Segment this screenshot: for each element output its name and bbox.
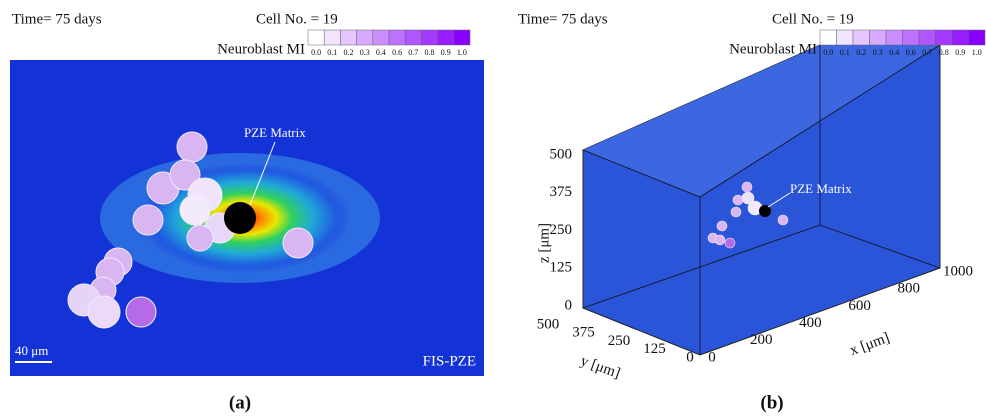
colorbar-tick-label: 0.9 bbox=[441, 48, 451, 57]
caption: (a) bbox=[229, 392, 251, 413]
colorbar-tick-label: 0.6 bbox=[392, 48, 402, 57]
colorbar-cell bbox=[404, 29, 422, 46]
time: Time= 75 days bbox=[12, 11, 102, 27]
box-edges bbox=[582, 44, 941, 355]
colorbar-tick-label: 0.4 bbox=[376, 48, 386, 57]
colorbar-cell bbox=[340, 29, 357, 46]
colorbar-title: Neuroblast MI bbox=[217, 41, 305, 57]
z-label: z [μm] bbox=[536, 223, 552, 263]
x-tick-label: 800 bbox=[898, 281, 921, 297]
x-tick-label: 400 bbox=[799, 315, 822, 331]
z-tick-label: 375 bbox=[550, 184, 573, 200]
colorbar-cell bbox=[388, 29, 406, 46]
colorbar-tick-label: 0.6 bbox=[906, 48, 916, 57]
colorbar-cell bbox=[421, 29, 438, 46]
colorbar-tick-label: 0.2 bbox=[856, 48, 866, 57]
colorbar-cell bbox=[836, 29, 854, 46]
colorbar-tick-label: 0.3 bbox=[873, 48, 883, 57]
panel-a: PZE Matrix 40 μm FIS-PZE Time= 75 days C… bbox=[10, 11, 484, 413]
z-tick-label: 125 bbox=[550, 260, 573, 276]
colorbar-title: Neuroblast MI bbox=[729, 41, 817, 57]
colorbar-cell bbox=[968, 29, 986, 46]
x-tick-label: 1000 bbox=[943, 263, 973, 279]
colorbar-tick-label: 0.8 bbox=[425, 48, 435, 57]
y-tick-label: 375 bbox=[572, 325, 595, 341]
annotation-line bbox=[767, 192, 791, 208]
y-tick-label: 250 bbox=[608, 333, 631, 349]
x-tick-label: 200 bbox=[750, 332, 773, 348]
colorbar-tick-label: 0.7 bbox=[922, 48, 932, 57]
colorbar: 0.0 0.1 0.2 0.3 0.4 0.6 0.7 0.8 0.9 1.0 bbox=[819, 29, 986, 57]
colorbar-cell bbox=[356, 29, 374, 46]
colorbar-cell bbox=[307, 29, 325, 46]
colorbar-tick-label: 0.9 bbox=[955, 48, 965, 57]
colorbar-tick-label: 0.8 bbox=[939, 48, 949, 57]
colorbar-cell bbox=[951, 29, 969, 46]
cells bbox=[67, 131, 314, 329]
scale-label: 40 μm bbox=[15, 343, 48, 358]
colorbar-tick-label: 1.0 bbox=[457, 48, 467, 57]
colorbar-cell bbox=[902, 29, 920, 46]
y-tick-label: 0 bbox=[686, 349, 694, 365]
colorbar-tick-label: 1.0 bbox=[972, 48, 982, 57]
box-top bbox=[583, 45, 940, 197]
cell-count: Cell No. = 19 bbox=[256, 11, 338, 27]
colorbar-cell bbox=[372, 29, 390, 46]
annotation-line bbox=[249, 141, 276, 206]
colorbar-tick-label: 0.0 bbox=[311, 48, 321, 57]
colorbar-tick-label: 0.0 bbox=[823, 48, 833, 57]
colorbar-cell bbox=[869, 29, 887, 46]
pze-matrix bbox=[224, 202, 256, 234]
z-tick-label: 500 bbox=[550, 146, 573, 162]
z-tick-label: 250 bbox=[550, 222, 573, 238]
annotation: PZE Matrix bbox=[790, 181, 852, 196]
colorbar-tick-label: 0.2 bbox=[344, 48, 354, 57]
panel-b: PZE Matrix z [μm] y [μm] x [μm] 500 375 25… bbox=[518, 11, 986, 413]
y-tick-label: 500 bbox=[537, 316, 560, 332]
y-tick-label: 125 bbox=[643, 341, 666, 357]
colorbar-tick-label: 0.1 bbox=[840, 48, 850, 57]
caption: (b) bbox=[760, 392, 783, 413]
cell-count: Cell No. = 19 bbox=[772, 11, 854, 27]
pze-matrix bbox=[759, 205, 771, 217]
colorbar-cell bbox=[918, 29, 936, 46]
colorbar-tick-label: 0.4 bbox=[889, 48, 899, 57]
x-label: x [μm] bbox=[848, 330, 892, 359]
x-tick-label: 0 bbox=[708, 349, 716, 365]
colorbar-cell bbox=[437, 29, 455, 46]
colorbar: 0.0 0.1 0.2 0.3 0.4 0.6 0.7 0.8 0.9 1.0 bbox=[307, 29, 471, 57]
time: Time= 75 days bbox=[518, 11, 608, 27]
annotation: PZE Matrix bbox=[244, 125, 306, 140]
colorbar-cell bbox=[323, 29, 341, 46]
colorbar-cell bbox=[885, 29, 903, 46]
colorbar-cell bbox=[819, 29, 837, 46]
colorbar-tick-label: 0.3 bbox=[360, 48, 370, 57]
colorbar-cell bbox=[852, 29, 870, 46]
x-tick-label: 600 bbox=[848, 298, 871, 314]
colorbar-cell bbox=[935, 29, 953, 46]
colorbar-cell bbox=[453, 29, 471, 46]
y-label: y [μm] bbox=[578, 353, 622, 382]
model-label: FIS-PZE bbox=[423, 353, 476, 369]
z-tick-label: 0 bbox=[565, 297, 573, 313]
colorbar-tick-label: 0.1 bbox=[327, 48, 337, 57]
colorbar-tick-label: 0.7 bbox=[408, 48, 418, 57]
cells bbox=[707, 181, 789, 249]
